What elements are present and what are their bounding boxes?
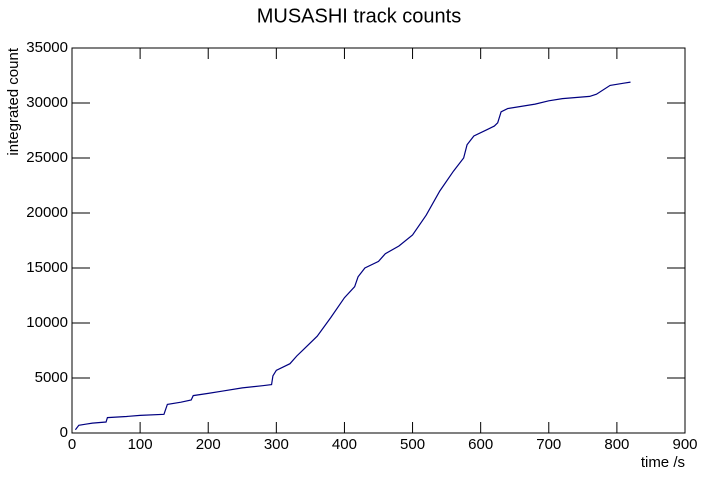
x-tick-label: 800 <box>604 436 629 453</box>
y-tick-label: 30000 <box>26 94 68 111</box>
y-tick-label: 25000 <box>26 149 68 166</box>
chart-title: MUSASHI track counts <box>257 5 462 27</box>
y-axis-label: integrated count <box>5 47 22 155</box>
y-tick-label: 10000 <box>26 314 68 331</box>
y-tick-label: 0 <box>60 424 68 441</box>
x-tick-label: 200 <box>196 436 221 453</box>
x-tick-label: 300 <box>264 436 289 453</box>
x-tick-label: 400 <box>332 436 357 453</box>
y-tick-label: 35000 <box>26 39 68 56</box>
x-tick-label: 500 <box>400 436 425 453</box>
x-tick-label: 100 <box>128 436 153 453</box>
x-axis-label: time /s <box>641 454 685 471</box>
x-tick-label: 900 <box>672 436 697 453</box>
y-tick-label: 20000 <box>26 204 68 221</box>
y-tick-label: 5000 <box>35 369 68 386</box>
x-tick-label: 0 <box>68 436 76 453</box>
x-tick-label: 600 <box>468 436 493 453</box>
y-tick-label: 15000 <box>26 259 68 276</box>
plot-frame <box>71 47 686 434</box>
x-tick-label: 700 <box>536 436 561 453</box>
data-line <box>74 81 631 431</box>
